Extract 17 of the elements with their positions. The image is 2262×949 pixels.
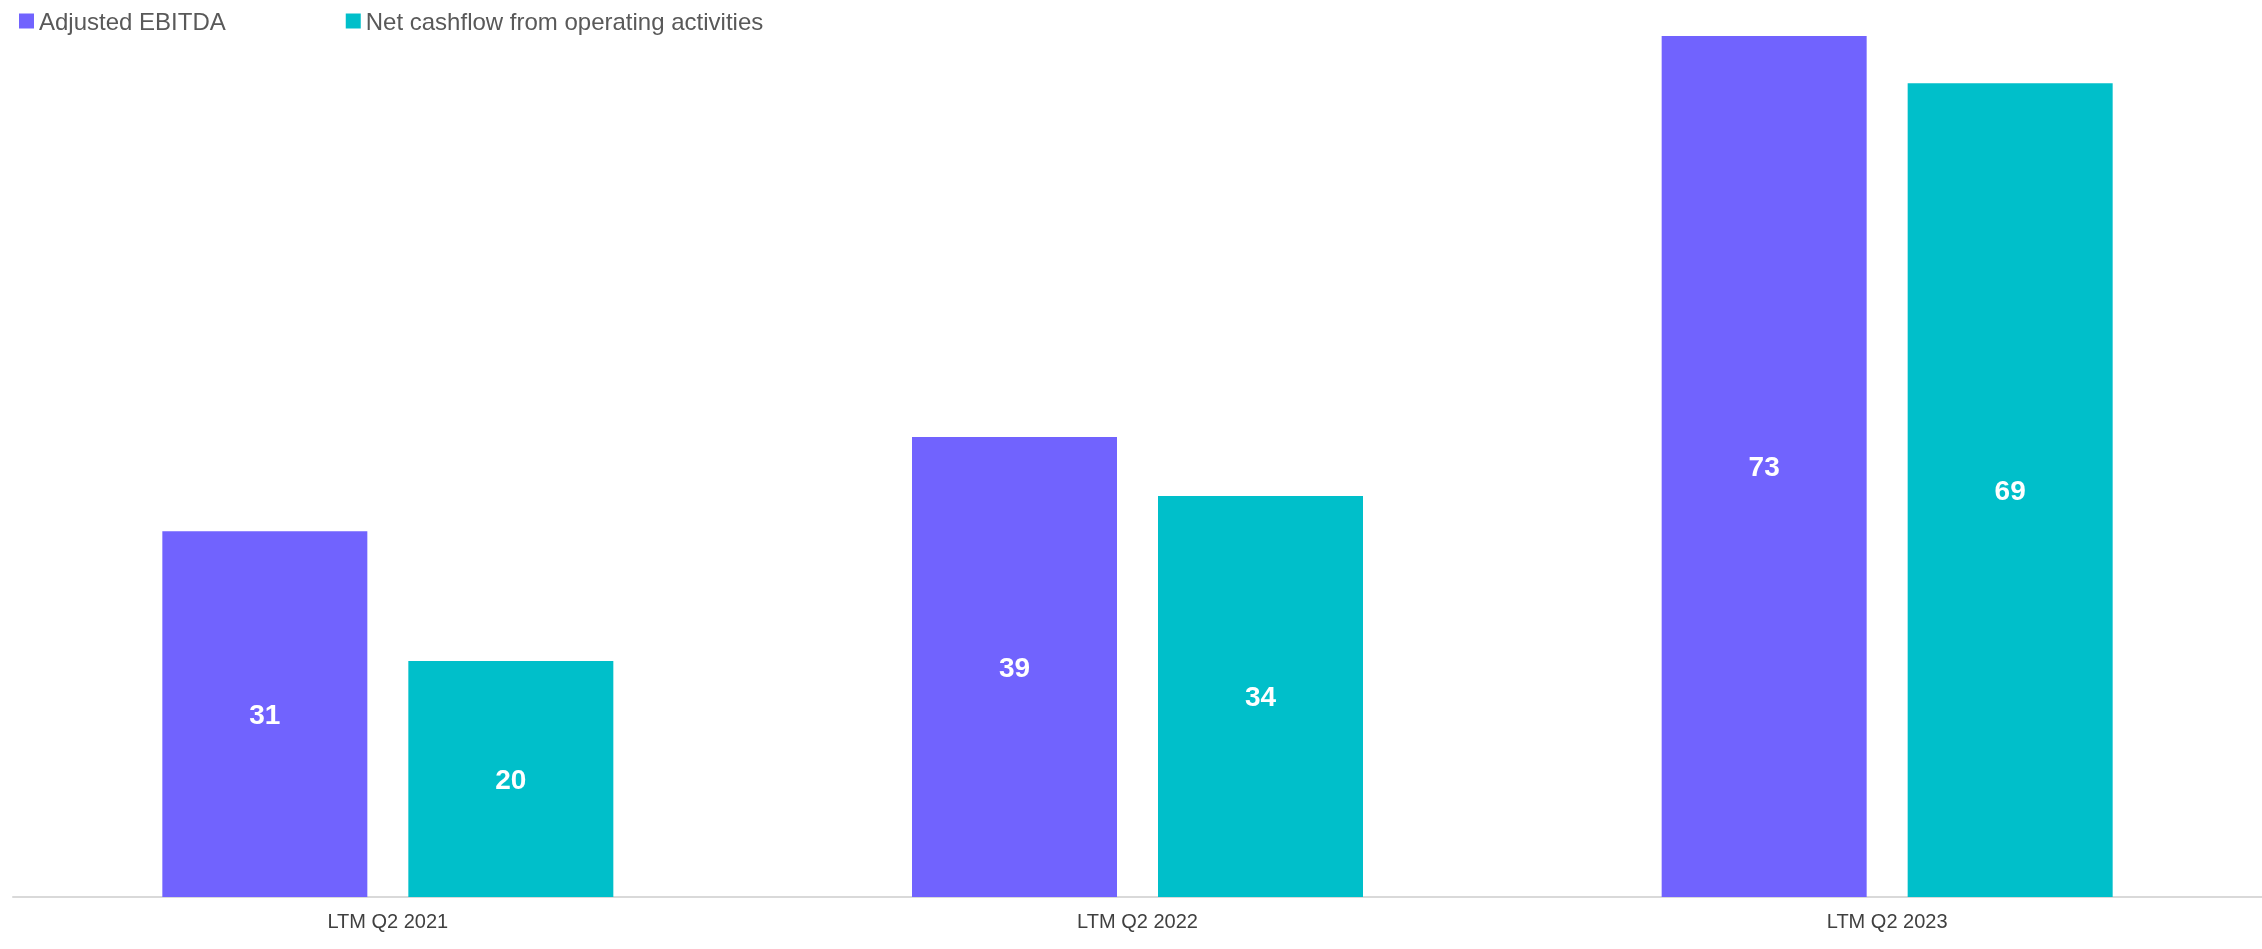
x-tick-label: LTM Q2 2023 [1826, 910, 1948, 932]
bar [1907, 83, 2113, 897]
bar [1158, 495, 1363, 897]
data-label: 69 [1994, 474, 2026, 506]
legend-label: Adjusted EBITDA [39, 7, 226, 35]
bar [408, 661, 614, 897]
data-label: 20 [495, 763, 527, 795]
x-tick-label: LTM Q2 2022 [1077, 910, 1198, 932]
data-label: 31 [249, 698, 281, 730]
data-label: 39 [998, 651, 1031, 683]
legend-label: Net cashflow from operating activities [365, 7, 764, 35]
bar [912, 437, 1117, 897]
bar [1661, 36, 1867, 897]
data-label: 73 [1748, 451, 1780, 482]
bar [162, 531, 368, 897]
data-label: 34 [1244, 680, 1277, 712]
x-tick-label: LTM Q2 2021 [327, 910, 449, 932]
